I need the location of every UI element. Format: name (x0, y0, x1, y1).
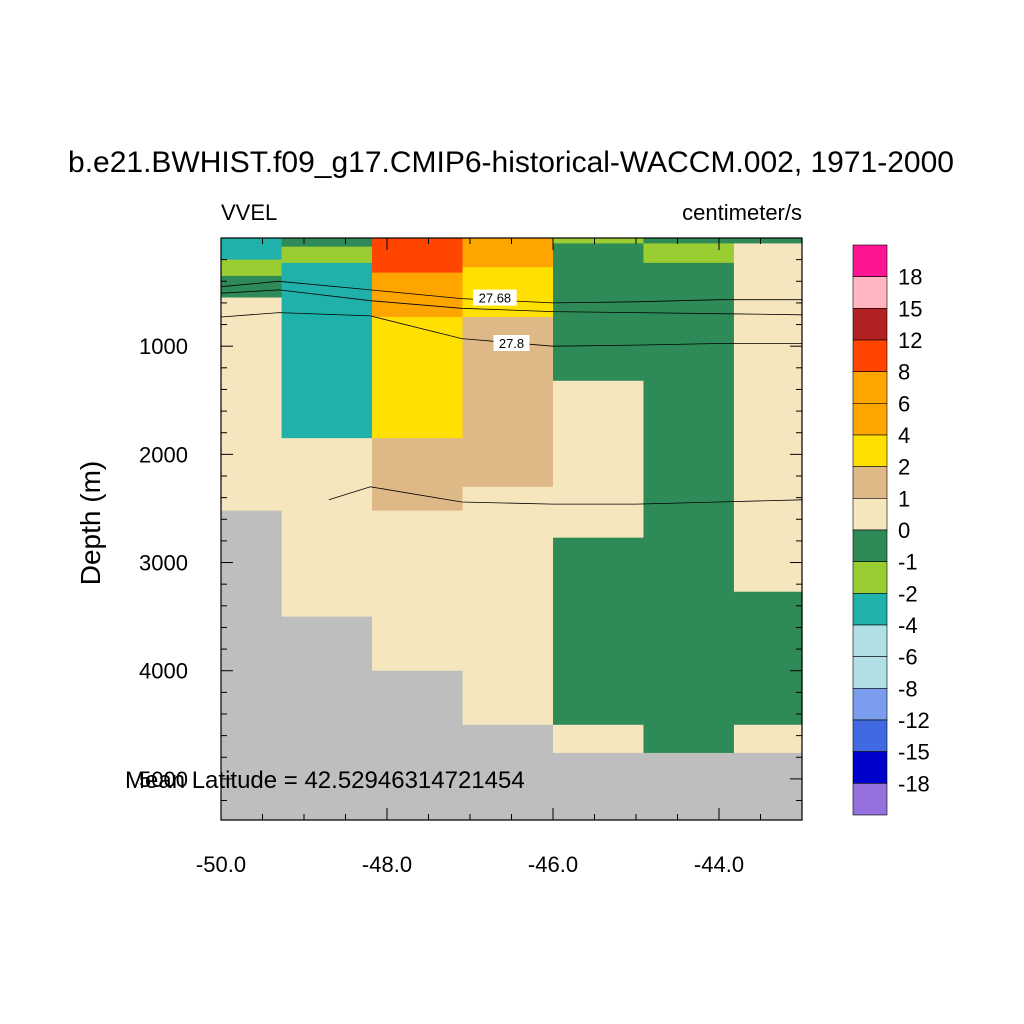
colorbar-label: -18 (898, 771, 930, 796)
colorbar-label: -1 (898, 550, 918, 575)
velocity-cell (372, 316, 464, 439)
plot-axes: -50.0 -48.0 -46.0 -44.0 1000 2000 3000 4000 5000 (139, 237, 803, 877)
colorbar-label: 12 (898, 328, 922, 353)
colorbar-label: 2 (898, 455, 910, 480)
velocity-cell (221, 259, 283, 277)
colorbar-swatch (852, 529, 888, 562)
velocity-cell (643, 243, 735, 264)
colorbar-swatch (852, 561, 888, 594)
colorbar-label: 18 (898, 265, 922, 290)
x-tick-label: -50.0 (196, 852, 246, 877)
y-axis-label: Depth (m) (75, 461, 106, 585)
density-contour-line (328, 486, 803, 505)
colorbar-swatch (852, 593, 888, 626)
velocity-cell (733, 591, 803, 726)
y-tick-label: 4000 (139, 659, 188, 684)
velocity-cell (733, 243, 803, 593)
colorbar-swatch (852, 656, 888, 689)
colorbar-swatch (852, 434, 888, 467)
colorbar-swatch (852, 403, 888, 436)
velocity-cell (281, 238, 373, 248)
land-mask-cell (553, 752, 645, 821)
colorbar-swatch (852, 339, 888, 372)
velocity-cell (281, 262, 373, 439)
variable-name: VVEL (221, 200, 277, 225)
colorbar-swatch (852, 688, 888, 721)
colorbar-swatch (852, 466, 888, 499)
velocity-cell (221, 238, 283, 261)
colorbar-label: -12 (898, 708, 930, 733)
velocity-cell (372, 438, 464, 512)
land-mask-cell (281, 616, 373, 821)
colorbar-swatch (852, 244, 888, 277)
velocity-cell (733, 724, 803, 754)
land-mask-cell (643, 752, 735, 821)
colorbar-swatch (852, 719, 888, 752)
velocity-cell (372, 272, 464, 318)
colorbar: 18 15 12 8 6 4 2 1 0 -1 -2 -4 -6 -8 -12 -15 -18 (852, 244, 930, 816)
x-tick-label: -48.0 (362, 852, 412, 877)
velocity-cell (733, 238, 803, 245)
colorbar-swatch (852, 308, 888, 341)
velocity-cell (643, 238, 735, 245)
colorbar-label: 8 (898, 360, 910, 385)
y-tick-label: 1000 (139, 334, 188, 359)
y-tick-label: 2000 (139, 442, 188, 467)
velocity-cell (553, 537, 645, 726)
land-mask-cell (372, 670, 464, 821)
velocity-cell (462, 486, 554, 726)
contour-label-box (493, 335, 530, 352)
colorbar-label: 1 (898, 486, 910, 511)
land-mask-cell (462, 724, 554, 821)
velocity-cell (462, 238, 554, 268)
contour-label: 27.68 (479, 291, 512, 306)
colorbar-label: -8 (898, 676, 918, 701)
y-tick-label: 3000 (139, 551, 188, 576)
units-label: centimeter/s (682, 200, 802, 225)
velocity-cell (372, 510, 464, 672)
y-tick-label: 5000 (139, 767, 188, 792)
colorbar-swatch (852, 783, 888, 816)
density-contour-line (220, 289, 803, 316)
colorbar-swatch (852, 498, 888, 531)
section-cells (221, 238, 803, 821)
land-mask-cell (733, 752, 803, 821)
velocity-cell (281, 246, 373, 264)
velocity-cell (643, 262, 735, 754)
colorbar-label: 6 (898, 391, 910, 416)
colorbar-swatch (852, 276, 888, 309)
chart-title: b.e21.BWHIST.f09_g17.CMIP6-historical-WA… (68, 146, 954, 179)
colorbar-label: 4 (898, 423, 910, 448)
velocity-cell (281, 438, 373, 618)
contour-label: 27.8 (499, 336, 524, 351)
colorbar-label: -15 (898, 740, 930, 765)
velocity-cell (553, 380, 645, 539)
x-tick-label: -44.0 (694, 852, 744, 877)
colorbar-label: 0 (898, 518, 910, 543)
velocity-cell (372, 238, 464, 274)
velocity-cell (221, 297, 283, 512)
colorbar-label: 15 (898, 296, 922, 321)
velocity-cell (221, 275, 283, 299)
colorbar-swatch (852, 751, 888, 784)
colorbar-swatch (852, 371, 888, 404)
velocity-cell (553, 238, 645, 245)
colorbar-label: -6 (898, 645, 918, 670)
colorbar-label: -4 (898, 613, 918, 638)
mean-latitude-annotation: Mean Latitude = 42.52946314721454 (125, 767, 525, 794)
velocity-cell (553, 724, 645, 754)
colorbar-label: -2 (898, 581, 918, 606)
density-contours: 27.68 27.8 (220, 280, 803, 505)
contour-label-box (473, 289, 517, 306)
colorbar-swatch (852, 624, 888, 657)
x-tick-label: -46.0 (528, 852, 578, 877)
